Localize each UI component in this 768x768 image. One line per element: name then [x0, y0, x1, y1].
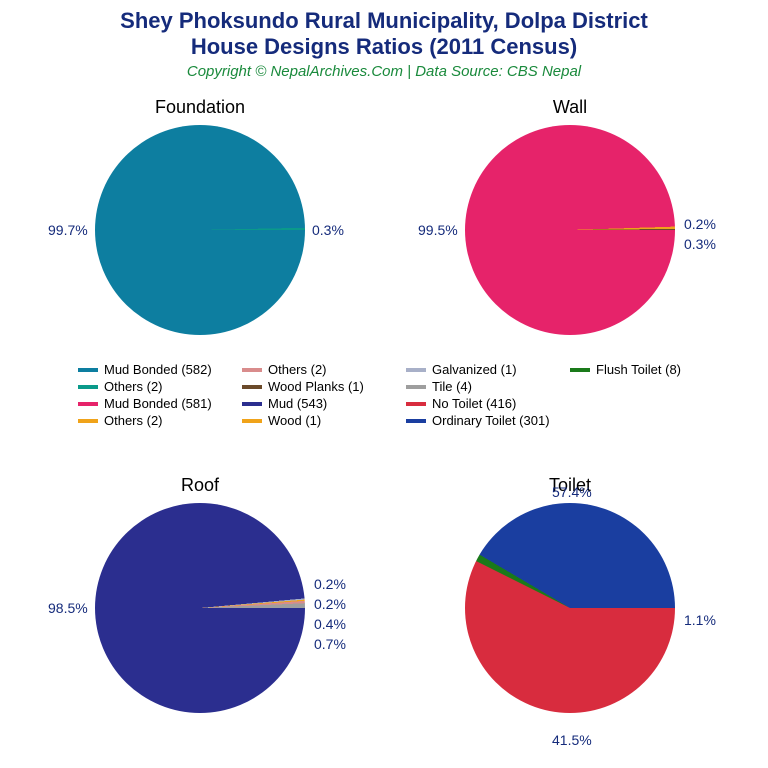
legend-swatch — [242, 402, 262, 406]
legend-item: Mud (543) — [242, 396, 402, 411]
legend-swatch — [242, 419, 262, 423]
legend-swatch — [406, 385, 426, 389]
pct-label-toilet-2: 41.5% — [552, 732, 592, 748]
legend-item: No Toilet (416) — [406, 396, 566, 411]
legend-swatch — [406, 402, 426, 406]
legend-label: Mud Bonded (582) — [104, 362, 212, 377]
legend-item: Tile (4) — [406, 379, 566, 394]
pct-label-toilet-0: 57.4% — [552, 484, 592, 500]
legend-swatch — [78, 419, 98, 423]
legend-item: Galvanized (1) — [406, 362, 566, 377]
legend-label: Wood Planks (1) — [268, 379, 364, 394]
legend-label: Wood (1) — [268, 413, 321, 428]
legend-swatch — [406, 419, 426, 423]
pie-roof — [95, 503, 305, 713]
pie-foundation — [95, 125, 305, 335]
legend-item: Ordinary Toilet (301) — [406, 413, 566, 428]
chart-title-wall: Wall — [490, 97, 650, 118]
legend-label: Flush Toilet (8) — [596, 362, 681, 377]
legend-item: Wood (1) — [242, 413, 402, 428]
pie-toilet — [465, 503, 675, 713]
legend-item: Flush Toilet (8) — [570, 362, 730, 377]
legend-item — [570, 379, 730, 394]
pct-label-roof-2: 0.2% — [314, 596, 346, 612]
pct-label-foundation-1: 0.3% — [312, 222, 344, 238]
pct-label-foundation-0: 99.7% — [48, 222, 88, 238]
title-line-1: Shey Phoksundo Rural Municipality, Dolpa… — [120, 8, 648, 33]
pct-label-roof-1: 0.2% — [314, 576, 346, 592]
legend-swatch — [242, 385, 262, 389]
legend-swatch — [406, 368, 426, 372]
legend-label: Others (2) — [104, 379, 163, 394]
legend-item — [570, 413, 730, 428]
legend-swatch — [242, 368, 262, 372]
legend: Mud Bonded (582) Others (2) Galvanized (1)… — [78, 362, 730, 428]
pct-label-wall-1: 0.2% — [684, 216, 716, 232]
pie-wall — [465, 125, 675, 335]
chart-title-roof: Roof — [120, 475, 280, 496]
legend-label: Tile (4) — [432, 379, 472, 394]
legend-item: Mud Bonded (581) — [78, 396, 238, 411]
legend-label: Ordinary Toilet (301) — [432, 413, 550, 428]
pct-label-roof-0: 98.5% — [48, 600, 88, 616]
legend-item — [570, 396, 730, 411]
legend-item: Wood Planks (1) — [242, 379, 402, 394]
legend-item: Others (2) — [78, 379, 238, 394]
legend-swatch — [570, 368, 590, 372]
pct-label-wall-2: 0.3% — [684, 236, 716, 252]
title-line-2: House Designs Ratios (2011 Census) — [191, 34, 577, 59]
pct-label-roof-4: 0.7% — [314, 636, 346, 652]
legend-label: Others (2) — [268, 362, 327, 377]
pct-label-roof-3: 0.4% — [314, 616, 346, 632]
legend-item: Others (2) — [242, 362, 402, 377]
pct-label-wall-0: 99.5% — [418, 222, 458, 238]
pct-label-toilet-1: 1.1% — [684, 612, 716, 628]
legend-swatch — [78, 368, 98, 372]
legend-item: Others (2) — [78, 413, 238, 428]
legend-label: No Toilet (416) — [432, 396, 516, 411]
legend-swatch — [78, 402, 98, 406]
legend-item: Mud Bonded (582) — [78, 362, 238, 377]
legend-label: Galvanized (1) — [432, 362, 517, 377]
legend-label: Mud (543) — [268, 396, 327, 411]
page-title: Shey Phoksundo Rural Municipality, Dolpa… — [0, 0, 768, 61]
legend-label: Others (2) — [104, 413, 163, 428]
legend-label: Mud Bonded (581) — [104, 396, 212, 411]
legend-swatch — [78, 385, 98, 389]
chart-title-foundation: Foundation — [120, 97, 280, 118]
page-subtitle: Copyright © NepalArchives.Com | Data Sou… — [0, 63, 768, 80]
